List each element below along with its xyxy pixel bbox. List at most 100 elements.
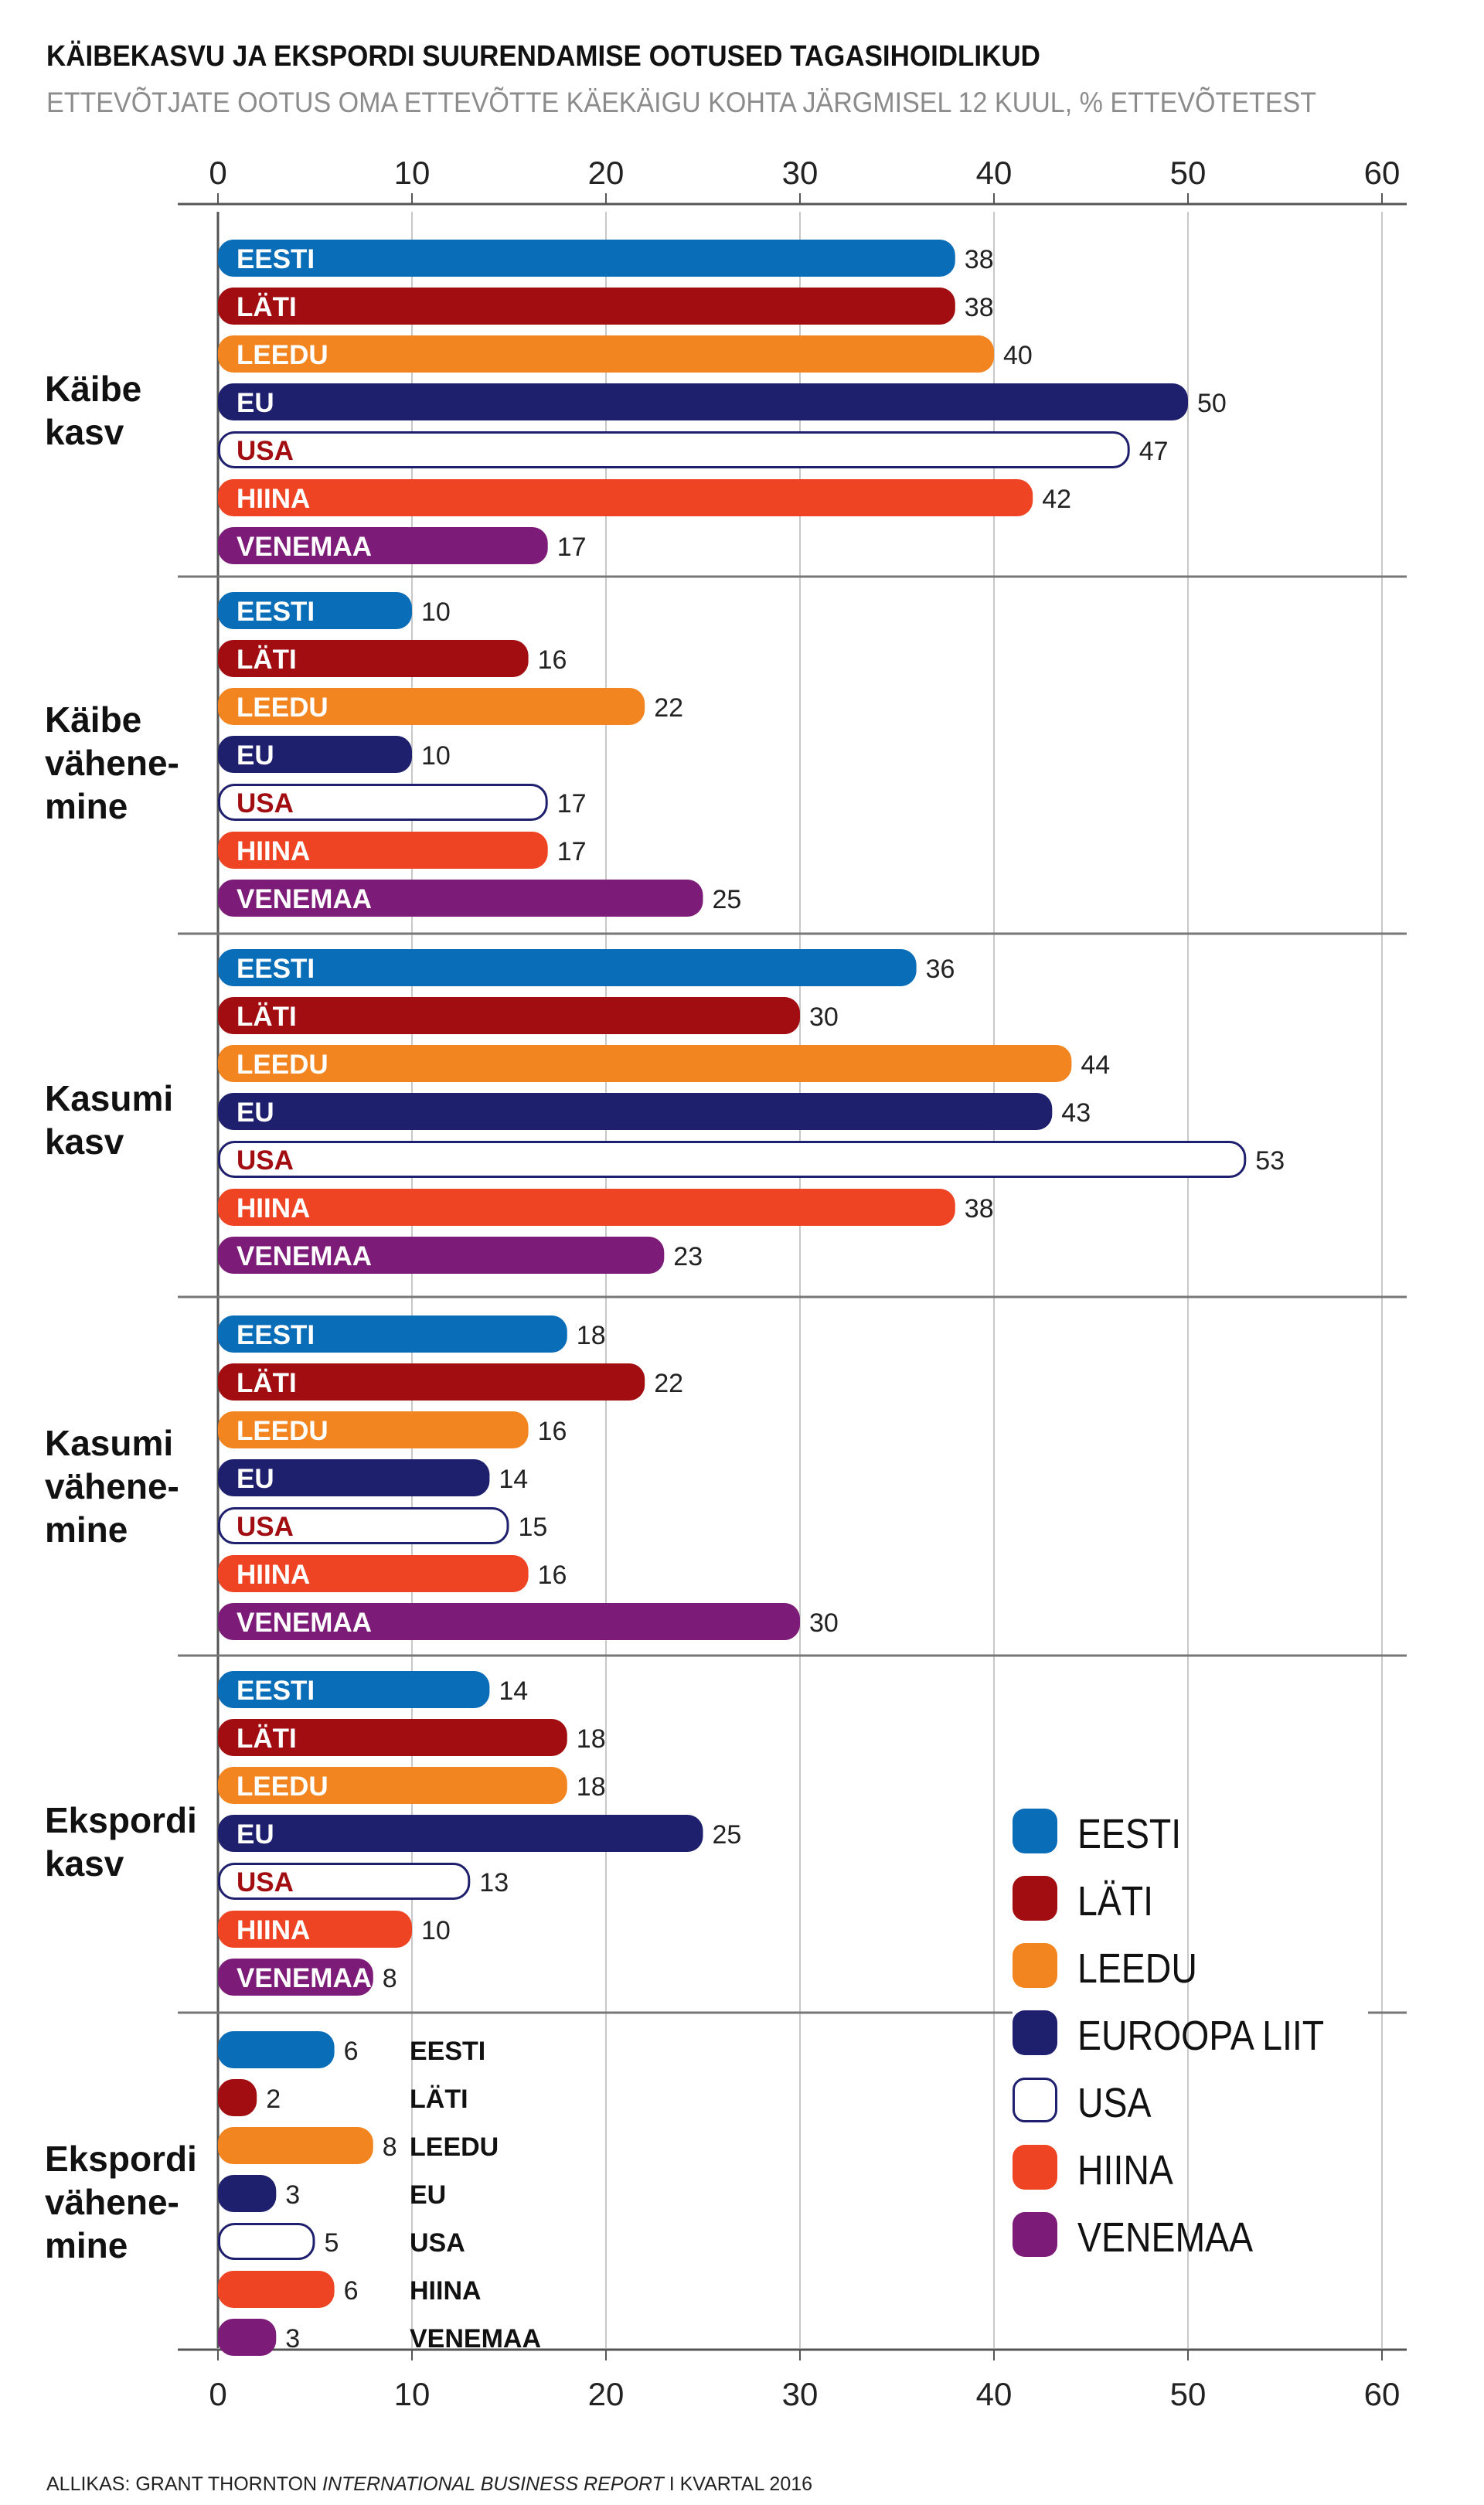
bar-name-label: EESTI [237,1320,315,1350]
bar-venemaa [218,1237,665,1274]
group-label-line: Ekspordi [45,1800,197,1840]
bar-value-label: 18 [577,1321,606,1350]
legend-swatch [1013,1876,1057,1921]
bottom-tick-label: 20 [588,2376,625,2412]
bottom-tick-label: 60 [1364,2376,1401,2412]
bar-hiina [218,1911,412,1948]
bar-name-label: LÄTI [237,1368,297,1398]
bar-name-label: HIINA [410,2276,482,2306]
bar-value-label: 16 [538,1417,567,1446]
bar-leedu [218,688,645,725]
bar-name-label: LEEDU [237,1416,328,1446]
bottom-tick-label: 50 [1170,2376,1207,2412]
bar-value-label: 16 [538,645,567,675]
top-tick-label: 30 [782,155,819,191]
bar-value-label: 38 [965,245,994,274]
bar-hiina [218,479,1033,516]
group-label-line: mine [45,2225,128,2265]
bar-value-label: 22 [654,1369,683,1398]
bar-usa [218,1863,471,1900]
top-tick-label: 0 [209,155,226,191]
bar-usa [218,431,1130,468]
bottom-tick-label: 0 [209,2376,226,2412]
bar-name-label: EU [237,1098,274,1128]
legend-label: USA [1077,2080,1152,2126]
bar-name-label: USA [237,788,294,819]
axis-ticks: 0 0 10 10 20 20 30 30 40 40 50 50 60 60 [209,155,1400,2412]
legend-swatch [1013,1943,1057,1988]
bar-name-label: LEEDU [237,340,328,370]
group-label-line: kasv [45,1121,124,1162]
bar-name-label: EESTI [410,2037,485,2066]
bar-value-label: 23 [673,1242,703,1271]
bar-name-label: LÄTI [410,2085,468,2114]
group-label-line: Kasumi [45,1078,173,1118]
legend-label: EESTI [1077,1811,1182,1857]
group-label-line: kasv [45,1843,124,1884]
bar-eu [218,2175,277,2212]
bar-value-label: 8 [383,2132,397,2162]
bar-name-label: VENEMAA [237,532,372,562]
bar-name-label: LEEDU [237,1772,328,1802]
bar-leedu [218,1767,567,1804]
source-note: ALLIKAS: GRANT THORNTON INTERNATIONAL BU… [46,2473,812,2496]
bar-value-label: 10 [421,1916,451,1945]
source-italic: INTERNATIONAL BUSINESS REPORT [322,2473,664,2495]
chart-title: KÄIBEKASVU JA EKSPORDI SUURENDAMISE OOTU… [46,40,1040,73]
bar-hiina [218,2271,335,2308]
bar-value-label: 3 [285,2180,300,2210]
legend-swatch [1013,2078,1057,2122]
group-label-line: vähene- [45,1466,179,1506]
bar-value-label: 44 [1081,1050,1110,1080]
bar-name-label: USA [237,1145,294,1176]
chart-subtitle: ETTEVÕTJATE OOTUS OMA ETTEVÕTTE KÄEKÄIGU… [46,87,1317,118]
bar-name-label: HIINA [237,1915,310,1945]
bar-lati [218,997,800,1034]
bar-name-label: USA [237,1512,294,1542]
legend-item-venemaa: VENEMAA [1013,2212,1476,2266]
bar-venemaa [218,2319,277,2356]
legend-label: LÄTI [1077,1878,1154,1925]
bar-hiina [218,832,548,869]
legend-label: HIINA [1077,2147,1173,2194]
bar-eu [218,736,412,773]
bar-value-label: 17 [557,533,587,562]
bar-eu [218,1459,490,1496]
top-tick-label: 60 [1364,155,1401,191]
bar-venemaa [218,1959,373,1996]
bar-leedu [218,2127,373,2164]
bar-name-label: LÄTI [237,292,297,322]
bar-name-label: USA [410,2228,465,2258]
bar-hiina [218,1189,955,1226]
group-label-line: mine [45,786,128,826]
group-labels: KäibekasvKäibevähene-mineKasumikasvKasum… [45,369,197,2265]
bar-lati [218,1363,645,1401]
bar-name-label: LEEDU [237,693,328,723]
source-prefix: ALLIKAS: GRANT THORNTON [46,2473,323,2495]
bar-eesti [218,949,917,986]
legend-item-leedu: LEEDU [1013,1943,1476,1997]
bar-name-label: HIINA [237,1193,310,1224]
top-tick-label: 20 [588,155,625,191]
bar-value-label: 22 [654,693,683,723]
legend-swatch [1013,1809,1057,1853]
legend-item-eu: EUROOPA LIIT [1013,2010,1476,2064]
bar-name-label: VENEMAA [237,1241,372,1271]
top-tick-label: 50 [1170,155,1207,191]
legend-label: LEEDU [1077,1945,1197,1992]
bar-usa [218,1141,1247,1178]
bar-value-label: 6 [344,2037,359,2066]
legend-item-hiina: HIINA [1013,2145,1476,2199]
bar-name-label: EESTI [237,954,315,984]
bar-value-label: 42 [1042,485,1071,514]
bar-eu [218,383,1188,420]
bar-lati [218,2079,257,2116]
legend-swatch [1013,2010,1057,2055]
bar-name-label: LEEDU [410,2132,499,2162]
bar-value-label: 36 [926,955,955,984]
legend-label: VENEMAA [1077,2214,1254,2261]
bar-eu [218,1815,703,1852]
bar-usa [218,784,548,821]
